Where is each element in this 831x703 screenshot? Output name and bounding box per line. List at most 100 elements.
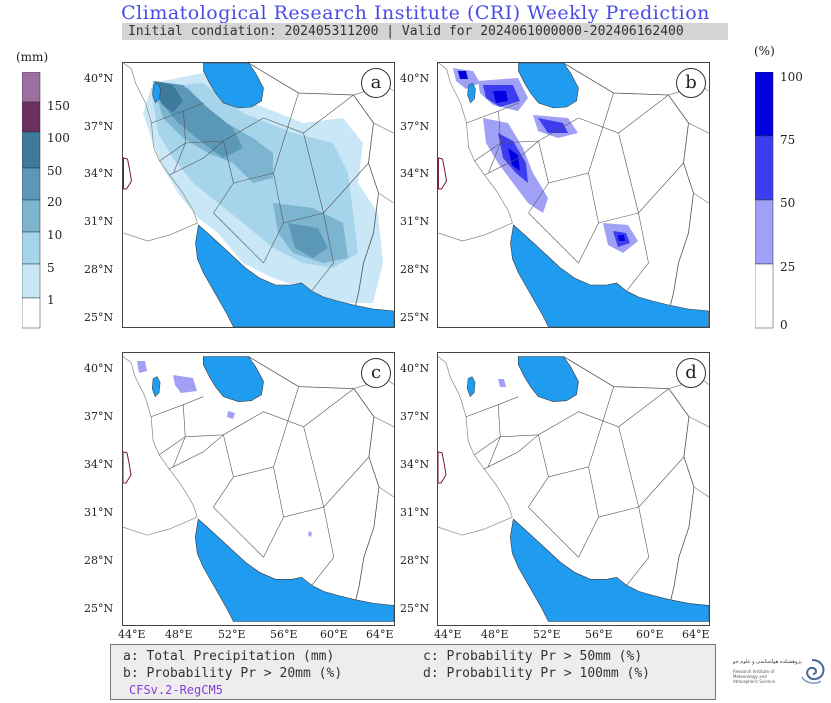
colorbar-label: 20 [47,195,63,209]
panel-label-b: b [676,68,706,98]
swatch-100-150 [22,101,41,133]
colorbar-precipitation-swatches [22,72,41,329]
swirl-logo-icon [801,659,825,684]
swatch-20-50 [22,167,41,201]
lat-label: 34°N [84,167,114,180]
colorbar-label: 5 [47,261,55,275]
lat-label: 40°N [400,362,430,375]
lat-label: 37°N [400,410,430,423]
lon-label: 48°E [481,628,509,641]
prob-25-50-area [137,361,147,373]
map-panel-d: d [437,352,710,626]
colorbar-label: 75 [780,133,796,147]
prob-25-50-area [227,411,235,419]
logo-text-fa: پژوهشکده هواشناسی و علوم جو [733,659,802,665]
lat-label: 28°N [400,554,430,567]
legend-item-b: b: Probability Pr > 20mm (%) [123,666,343,681]
lat-label: 37°N [84,120,114,133]
precip-20-50-area [288,223,328,258]
prob-75-100-area [493,91,508,103]
colorbar-label: 50 [780,196,796,210]
colorbar-label: 10 [47,228,63,242]
lat-label: 31°N [400,215,430,228]
model-name: CFSv.2-RegCM5 [129,683,223,697]
prob-75-100-area [618,235,625,241]
lon-label: 60°E [320,628,348,641]
map-panel-b-basemap [438,63,709,327]
swatch-75-100 [755,72,774,137]
lat-label: 37°N [84,410,114,423]
lat-label: 31°N [400,506,430,519]
prob-25-50-area [308,531,312,537]
map-panel-d-svg [498,379,506,387]
lat-label: 34°N [400,458,430,471]
colorbar-label: 100 [47,131,70,145]
map-panel-c-svg [137,361,312,537]
legend-item-d: d: Probability Pr > 100mm (%) [423,666,650,681]
lat-label: 28°N [400,263,430,276]
map-panel-c-basemap [123,353,394,625]
map-panel-a-svg [143,73,383,303]
lat-label: 25°N [84,311,114,324]
institute-logo: پژوهشکده هواشناسی و علوم جو Research Ins… [733,655,828,695]
lat-label: 31°N [84,506,114,519]
lon-label: 52°E [533,628,561,641]
swatch-50-100 [22,131,41,169]
legend-item-c: c: Probability Pr > 50mm (%) [423,649,643,664]
swatch-150-plus [22,72,41,103]
swatch-10-20 [22,199,41,233]
lon-label: 44°E [118,628,146,641]
lat-label: 25°N [84,602,114,615]
prob-25-50-area [173,375,197,393]
swatch-5-10 [22,231,41,265]
page-subtitle: Initial condiation: 202405311200 | Valid… [122,23,728,40]
legend-item-a: a: Total Precipitation (mm) [123,649,335,664]
page-title: Climatological Research Institute (CRI) … [121,2,710,24]
lon-label: 48°E [165,628,193,641]
lon-label: 60°E [636,628,664,641]
colorbar-label: 50 [47,164,63,178]
map-panel-a-basemap [123,63,394,327]
panel-label-c: c [361,358,391,388]
lon-label: 56°E [270,628,298,641]
map-panel-b: b [437,62,710,328]
map-panel-b-svg [453,68,638,253]
logo-text-en: Research Institute of Meteorology and At… [733,669,775,684]
swatch-1-5 [22,263,41,299]
prob-75-100-area [458,71,468,79]
map-panel-d-basemap [438,353,709,625]
lat-label: 37°N [400,120,430,133]
lon-label: 44°E [434,628,462,641]
colorbar-label: 150 [47,99,70,113]
lat-label: 25°N [400,602,430,615]
colorbar-unit: (mm) [16,50,49,64]
colorbar-label: 0 [780,318,788,332]
colorbar-label: 25 [780,260,796,274]
precip-50-100-area [155,81,183,113]
colorbar-unit: (%) [754,44,775,58]
colorbar-probability-swatches [755,72,774,329]
lat-label: 40°N [84,362,114,375]
lat-label: 40°N [400,72,430,85]
lat-label: 34°N [84,458,114,471]
map-panel-a: a [122,62,395,328]
swatch-50-75 [755,135,774,201]
lon-label: 64°E [366,628,394,641]
lat-label: 34°N [400,167,430,180]
lon-label: 64°E [682,628,710,641]
lon-label: 52°E [218,628,246,641]
prob-25-50-area [498,379,506,387]
lat-label: 40°N [84,72,114,85]
prob-75-100-area [508,148,520,171]
colorbar-label: 100 [780,70,803,84]
prob-50-75-area [538,118,568,133]
lon-label: 56°E [585,628,613,641]
swatch-25-50 [755,199,774,265]
panel-label-d: d [676,358,706,388]
lat-label: 28°N [84,554,114,567]
swatch-0-25 [755,263,774,329]
swatch-0-1 [22,297,41,329]
panel-label-a: a [361,68,391,98]
colorbar-label: 1 [47,293,55,307]
legend-box: a: Total Precipitation (mm) b: Probabili… [110,644,716,700]
